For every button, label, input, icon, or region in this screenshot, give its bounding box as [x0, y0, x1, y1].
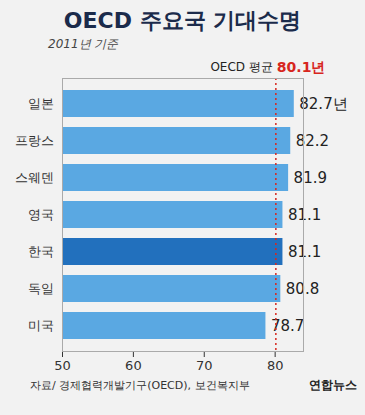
svg-text:한국: 한국: [28, 244, 54, 259]
html-text:OECD 주요국 기대수명: OECD 주요국 기대수명: [63, 8, 302, 33]
svg-text:프랑스: 프랑스: [15, 133, 54, 148]
svg-text:독일: 독일: [28, 281, 54, 296]
svg-text:78.7: 78.7: [270, 316, 305, 335]
svg-text:80: 80: [267, 358, 284, 373]
svg-text:일본: 일본: [28, 96, 54, 111]
svg-text:80.8: 80.8: [286, 280, 319, 298]
svg-text:영국: 영국: [28, 207, 54, 222]
html-text:2011년 기준: 2011년 기준: [48, 37, 119, 51]
svg-text:82.7년: 82.7년: [299, 95, 347, 113]
html-text:자료/ 경제협력개발기구(OECD), 보건복지부: 자료/ 경제협력개발기구(OECD), 보건복지부: [30, 379, 250, 392]
svg-text:OECD 평균: OECD 평균: [210, 60, 272, 74]
svg-text:82.2: 82.2: [296, 132, 329, 150]
svg-text:스웨덴: 스웨덴: [15, 170, 54, 185]
svg-text:60: 60: [125, 358, 142, 373]
svg-text:50: 50: [54, 358, 71, 373]
svg-text:80.1년: 80.1년: [277, 59, 326, 75]
svg-text:미국: 미국: [28, 318, 54, 333]
html-text:연합뉴스: 연합뉴스: [309, 378, 357, 392]
svg-text:81.1: 81.1: [288, 243, 321, 261]
svg-text:81.9: 81.9: [294, 169, 327, 187]
svg-text:70: 70: [196, 358, 213, 373]
svg-text:81.1: 81.1: [288, 206, 321, 224]
